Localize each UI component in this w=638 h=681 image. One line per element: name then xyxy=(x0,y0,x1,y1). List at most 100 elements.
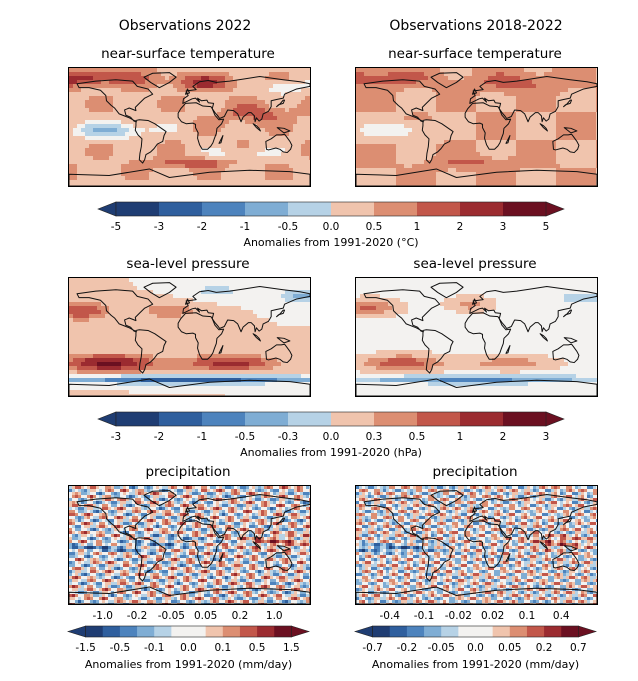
temperature-colorbar-swatch xyxy=(116,202,160,216)
coastline xyxy=(265,343,293,364)
colorbar-tick-label: 0.7 xyxy=(570,642,587,654)
precip-left-colorbar-swatch xyxy=(137,626,155,637)
colorbar-tick-label: 5 xyxy=(542,221,550,233)
precip-left-colorbar-swatch xyxy=(119,626,138,637)
coastline xyxy=(539,123,548,132)
column-title-right: Observations 2018-2022 xyxy=(389,18,563,34)
coastline xyxy=(363,497,441,541)
coastline xyxy=(552,343,580,364)
precipitation-map-2018-2022 xyxy=(355,485,598,605)
coastline xyxy=(363,79,441,123)
coastline xyxy=(563,99,573,108)
colorbar-tick-label: 1 xyxy=(456,431,464,443)
coastline xyxy=(69,586,310,604)
colorbar-tick-label: 3 xyxy=(542,431,550,443)
colorbar-tick-label: -0.5 xyxy=(234,431,256,443)
pressure-colorbar-swatch xyxy=(202,412,246,426)
precip-left-colorbar xyxy=(66,625,311,638)
colorbar-tick-label: 2 xyxy=(499,431,507,443)
colorbar-tick-label: -0.2 xyxy=(396,642,418,654)
precip-right-colorbar-swatch xyxy=(406,626,425,637)
colorbar-tick-label: 0.05 xyxy=(193,610,218,622)
coastline xyxy=(276,517,286,526)
coastline xyxy=(464,102,512,150)
colorbar-tick-label: -0.5 xyxy=(109,642,131,654)
coastline xyxy=(143,282,177,299)
precip-right-colorbar-swatch xyxy=(424,626,442,637)
coastline xyxy=(265,133,293,154)
coastline xyxy=(182,76,310,123)
precip-right-colorbar-top-ticks: -0.4 -0.1 -0.02 0.02 0.1 0.4 xyxy=(355,610,596,624)
colorbar-tick-label: 0.1 xyxy=(214,642,232,654)
precip-right-colorbar-label: Anomalies from 1991-2020 (mm/day) xyxy=(371,658,580,671)
pressure-2022-field xyxy=(69,278,310,396)
coastline xyxy=(421,119,454,164)
coastline xyxy=(471,506,477,513)
colorbar-tick-label: 0.05 xyxy=(498,642,522,654)
coastline xyxy=(471,298,477,305)
coastline xyxy=(69,378,310,396)
pressure-colorbar-swatch xyxy=(245,412,289,426)
colorbar-tick-label: 0.0 xyxy=(467,642,484,654)
precipitation-2018-2022-field xyxy=(356,486,597,604)
precip-right-colorbar-swatch xyxy=(544,626,562,637)
precip-left-colorbar-bottom-ticks: -1.5 -0.5 -0.1 0.0 0.1 0.5 1.5 xyxy=(68,642,309,656)
temperature-colorbar-swatch xyxy=(159,202,203,216)
coastline xyxy=(430,72,464,89)
map-title-temp-2018-2022: near-surface temperature xyxy=(388,46,562,62)
coastline xyxy=(177,520,225,568)
precip-right-colorbar-swatch xyxy=(458,626,476,637)
coastline xyxy=(430,490,464,507)
coastline xyxy=(184,88,190,95)
map-title-precip-2022: precipitation xyxy=(145,464,231,480)
coastline xyxy=(552,551,580,572)
coastline xyxy=(469,494,597,541)
colorbar-tick-label: 0.1 xyxy=(518,610,536,622)
coastline xyxy=(182,286,310,333)
coastline xyxy=(276,99,286,108)
precip-left-colorbar-swatch xyxy=(222,626,241,637)
pressure-colorbar-ticks: -3 -2 -1 -0.5 -0.3 0.0 0.3 0.5 1 2 3 xyxy=(98,431,564,445)
pressure-colorbar-low-arrow xyxy=(97,411,117,427)
precipitation-2022-field xyxy=(69,486,310,604)
colorbar-tick-label: 0.0 xyxy=(180,642,197,654)
coastline xyxy=(471,88,477,95)
precip-left-colorbar-swatch xyxy=(274,626,292,637)
precip-right-colorbar-swatch xyxy=(441,626,459,637)
colorbar-tick-label: 0.5 xyxy=(248,642,266,654)
coastline xyxy=(552,133,580,154)
precip-right-colorbar-low-arrow xyxy=(353,625,373,638)
precip-right-colorbar-bottom-ticks: -0.7 -0.2 -0.05 0.0 0.05 0.2 0.7 xyxy=(355,642,596,656)
precip-right-colorbar-swatch xyxy=(492,626,511,637)
temperature-colorbar-swatch xyxy=(374,202,418,216)
coastline xyxy=(464,520,512,568)
temperature-colorbar-high-arrow xyxy=(545,201,565,217)
colorbar-tick-label: 0.02 xyxy=(480,610,505,622)
coastline xyxy=(421,329,454,374)
colorbar-tick-label: 0.4 xyxy=(552,610,570,622)
colorbar-tick-label: -1 xyxy=(239,221,251,233)
precip-left-colorbar-top-ticks: -1.0 -0.2 -0.05 0.05 0.2 1.0 xyxy=(68,610,309,624)
coastline xyxy=(177,312,225,360)
temperature-2022-field xyxy=(69,68,310,186)
precip-right-colorbar-swatch xyxy=(475,626,494,637)
pressure-colorbar-swatch xyxy=(331,412,375,426)
coastline xyxy=(252,541,261,550)
coastline xyxy=(356,586,597,604)
precip-right-colorbar-swatch xyxy=(526,626,545,637)
precip-left-colorbar-swatch xyxy=(205,626,224,637)
precip-right-colorbar-swatch xyxy=(509,626,528,637)
pressure-colorbar-high-arrow xyxy=(545,411,565,427)
map-title-precip-2018-2022: precipitation xyxy=(432,464,518,480)
pressure-colorbar-label: Anomalies from 1991-2020 (hPa) xyxy=(240,446,422,459)
temperature-colorbar-label: Anomalies from 1991-2020 (°C) xyxy=(243,236,419,249)
precip-left-colorbar-swatch xyxy=(171,626,189,637)
coastline xyxy=(276,545,291,552)
colorbar-tick-label: 0.2 xyxy=(535,642,553,654)
coastline xyxy=(539,541,548,550)
colorbar-tick-label: 0.0 xyxy=(322,431,340,443)
coastline xyxy=(276,127,291,134)
coastline xyxy=(276,309,286,318)
colorbar-tick-label: 1.0 xyxy=(265,610,283,622)
temperature-colorbar-swatch xyxy=(503,202,547,216)
